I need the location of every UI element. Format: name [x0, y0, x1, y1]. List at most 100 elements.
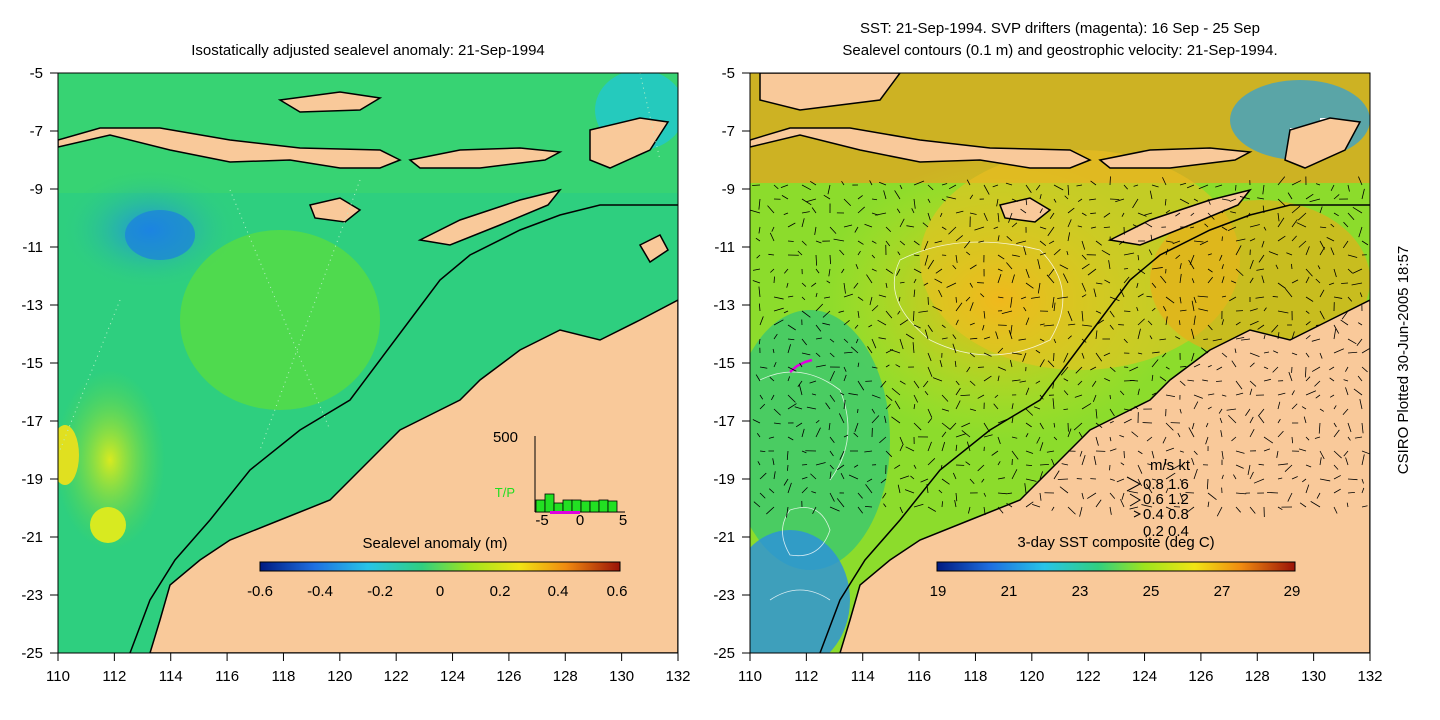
velocity-arrow	[1165, 447, 1175, 452]
velocity-arrow	[1347, 436, 1351, 441]
velocity-arrow	[1081, 492, 1084, 500]
velocity-arrow	[1205, 422, 1209, 428]
velocity-arrow	[1165, 394, 1176, 398]
velocity-legend-header: m/s kt	[1150, 457, 1191, 474]
velocity-arrow	[1326, 237, 1335, 242]
velocity-arrow	[869, 296, 873, 306]
velocity-arrow	[811, 207, 817, 214]
velocity-arrow	[1149, 190, 1153, 200]
velocity-arrow	[815, 240, 822, 244]
velocity-arrow	[1165, 240, 1174, 243]
velocity-arrow	[1333, 405, 1337, 410]
velocity-arrow	[1179, 182, 1187, 186]
velocity-arrow	[1245, 408, 1251, 416]
velocity-arrow	[1039, 492, 1042, 501]
velocity-arrow	[787, 344, 791, 354]
velocity-arrow	[854, 226, 859, 233]
velocity-arrow	[812, 506, 817, 514]
velocity-arrow	[801, 310, 811, 318]
velocity-arrow	[1025, 422, 1032, 428]
velocity-arrow	[913, 289, 916, 298]
right-colorbar-tick: 21	[1001, 583, 1018, 600]
velocity-arrow	[1179, 450, 1184, 453]
velocity-arrow	[992, 184, 999, 188]
velocity-arrow	[1199, 240, 1209, 246]
velocity-arrow	[857, 492, 863, 499]
velocity-arrow	[1305, 276, 1310, 284]
right-x-tick-label: 126	[1188, 668, 1213, 685]
velocity-arrow	[1262, 184, 1265, 195]
velocity-arrow	[829, 352, 835, 358]
velocity-arrow	[1263, 334, 1266, 340]
inset-y-label: 500	[493, 429, 518, 446]
velocity-arrow	[1006, 236, 1013, 242]
velocity-arrow	[1305, 321, 1311, 326]
velocity-arrow	[896, 208, 901, 214]
velocity-arrow	[1066, 250, 1069, 256]
velocity-arrow	[1205, 436, 1209, 445]
velocity-arrow	[773, 408, 781, 416]
velocity-arrow	[1067, 219, 1072, 228]
velocity-arrow	[822, 322, 831, 326]
velocity-arrow	[1146, 436, 1153, 442]
left-x-tick-label: 128	[553, 668, 578, 685]
velocity-arrow	[955, 254, 958, 263]
right-colorbar-tick: 29	[1284, 583, 1301, 600]
velocity-arrow	[880, 380, 887, 388]
velocity-arrow	[787, 394, 796, 403]
geostrophic-velocity-arrows	[750, 176, 1370, 518]
velocity-arrow	[1361, 366, 1368, 373]
left-y-tick-label: -15	[21, 355, 43, 372]
velocity-arrow	[1025, 184, 1032, 193]
velocity-arrow	[806, 198, 817, 203]
velocity-arrow	[1291, 263, 1293, 270]
velocity-arrow	[1207, 501, 1210, 508]
velocity-arrow	[1165, 472, 1176, 480]
velocity-arrow	[768, 488, 775, 494]
velocity-arrow	[1249, 506, 1256, 514]
velocity-arrow	[1053, 184, 1064, 191]
velocity-arrow	[1119, 288, 1125, 298]
velocity-arrow	[1291, 436, 1294, 444]
velocity-arrow	[1359, 292, 1363, 298]
velocity-arrow	[1047, 226, 1055, 237]
velocity-arrow	[1216, 366, 1223, 371]
velocity-arrow	[891, 416, 901, 424]
velocity-arrow	[828, 422, 831, 431]
right-map	[750, 73, 1370, 653]
velocity-arrow	[1305, 484, 1310, 494]
velocity-arrow	[1198, 308, 1209, 312]
velocity-arrow	[867, 346, 873, 354]
velocity-arrow	[1043, 324, 1055, 327]
velocity-arrow	[1148, 249, 1153, 256]
velocity-arrow	[1277, 430, 1284, 438]
velocity-arrow	[822, 310, 831, 318]
velocity-arrow	[1109, 408, 1115, 417]
velocity-arrow	[1141, 504, 1153, 508]
velocity-arrow	[871, 366, 878, 369]
velocity-arrow	[815, 462, 826, 466]
velocity-arrow	[857, 195, 863, 200]
velocity-arrow	[1039, 323, 1045, 326]
velocity-arrow	[773, 307, 784, 312]
velocity-arrow	[1333, 328, 1337, 340]
velocity-arrow	[1275, 264, 1279, 270]
velocity-arrow	[1177, 432, 1181, 438]
left-y-tick-label: -21	[21, 529, 43, 546]
velocity-arrow	[1186, 184, 1195, 189]
velocity-arrow	[1120, 462, 1125, 466]
velocity-arrow	[1165, 316, 1168, 326]
velocity-arrow	[784, 268, 789, 274]
right-y-tick-label: -5	[722, 65, 735, 82]
velocity-arrow	[1212, 338, 1223, 342]
inset-x-tick: 0	[576, 512, 584, 529]
velocity-arrow	[897, 251, 901, 256]
velocity-arrow	[938, 489, 943, 494]
velocity-arrow	[1297, 212, 1307, 221]
left-x-tick-label: 132	[665, 668, 690, 685]
velocity-arrow	[1081, 310, 1084, 322]
velocity-arrow	[1305, 366, 1307, 378]
velocity-legend: m/s kt 0.8 1.6 0.6 1.2 0.4 0.8 0.2 0.4	[1126, 457, 1191, 540]
velocity-arrow	[913, 268, 922, 274]
velocity-arrow	[1221, 276, 1225, 284]
